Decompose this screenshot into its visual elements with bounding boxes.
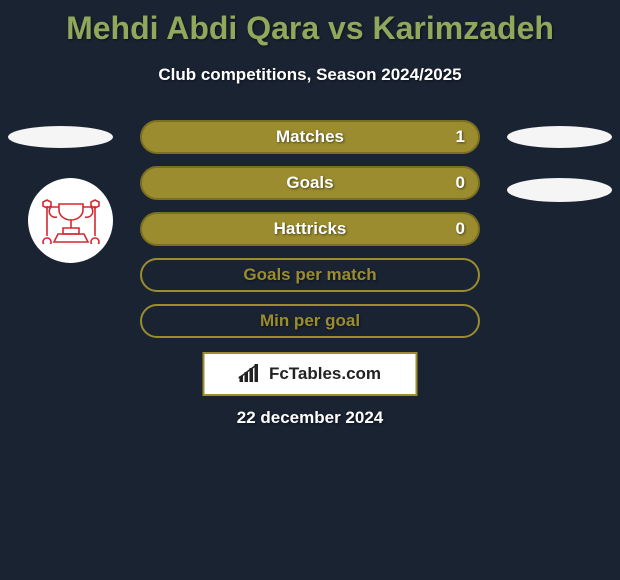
stat-bar: Hattricks0 <box>140 212 480 246</box>
stat-bar: Matches1 <box>140 120 480 154</box>
stat-bar-value: 0 <box>456 173 465 193</box>
player-right-ellipse-1 <box>507 126 612 148</box>
date-text: 22 december 2024 <box>0 408 620 428</box>
stats-bars: Matches1Goals0Hattricks0Goals per matchM… <box>140 120 480 350</box>
page-title: Mehdi Abdi Qara vs Karimzadeh <box>0 0 620 47</box>
player-left-ellipse <box>8 126 113 148</box>
brand-text: FcTables.com <box>269 364 381 384</box>
stat-bar-label: Goals <box>140 173 480 193</box>
comparison-widget: Mehdi Abdi Qara vs Karimzadeh Club compe… <box>0 0 620 85</box>
stat-bar-label: Goals per match <box>140 265 480 285</box>
chart-bars-icon <box>239 364 263 384</box>
player-right-ellipse-2 <box>507 178 612 202</box>
stat-bar-label: Hattricks <box>140 219 480 239</box>
brand-badge[interactable]: FcTables.com <box>203 352 418 396</box>
stat-bar-label: Min per goal <box>140 311 480 331</box>
stat-bar-label: Matches <box>140 127 480 147</box>
stat-bar-value: 0 <box>456 219 465 239</box>
stat-bar: Goals0 <box>140 166 480 200</box>
stat-bar-value: 1 <box>456 127 465 147</box>
stat-bar: Min per goal <box>140 304 480 338</box>
club-badge <box>28 178 113 263</box>
trophy-icon <box>41 198 101 244</box>
stat-bar: Goals per match <box>140 258 480 292</box>
page-subtitle: Club competitions, Season 2024/2025 <box>0 65 620 85</box>
